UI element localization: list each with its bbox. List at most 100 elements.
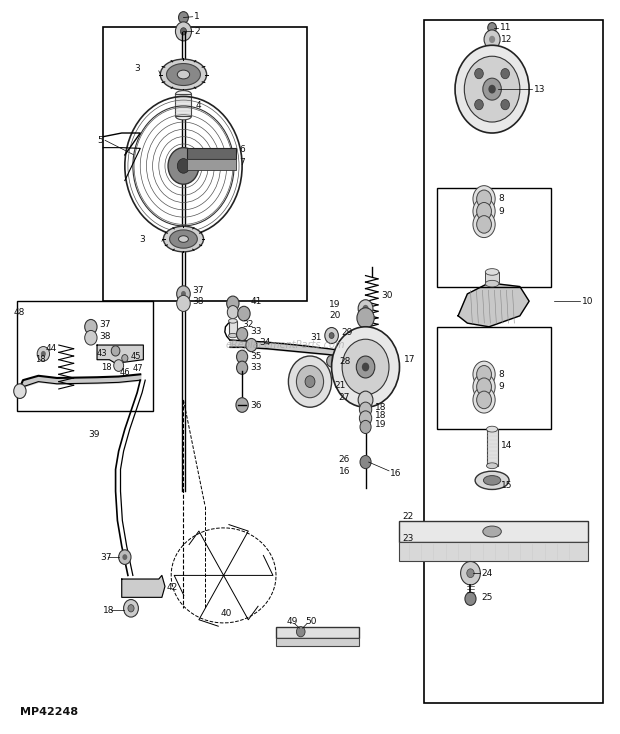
Circle shape (501, 100, 510, 110)
Ellipse shape (229, 333, 237, 338)
Text: 49: 49 (286, 617, 298, 626)
Ellipse shape (487, 463, 498, 468)
Text: 38: 38 (193, 297, 204, 305)
Text: 28: 28 (340, 357, 351, 366)
Text: 5: 5 (97, 136, 103, 145)
Bar (424, 20, 603, 703)
Text: 22: 22 (402, 512, 413, 521)
Circle shape (14, 384, 26, 399)
Circle shape (360, 411, 372, 426)
Bar (399, 520, 588, 542)
Circle shape (484, 30, 500, 49)
Circle shape (501, 68, 510, 79)
Text: 37: 37 (99, 320, 110, 329)
Text: 18: 18 (104, 606, 115, 615)
Text: 48: 48 (14, 308, 25, 316)
Text: 18: 18 (375, 412, 386, 421)
Circle shape (473, 211, 495, 238)
Circle shape (246, 338, 257, 352)
Circle shape (477, 203, 492, 220)
Circle shape (113, 360, 123, 371)
Text: 13: 13 (534, 84, 546, 94)
Circle shape (473, 186, 495, 212)
Circle shape (477, 190, 492, 208)
Bar (436, 188, 551, 286)
Text: 37: 37 (193, 286, 204, 295)
Circle shape (41, 351, 46, 357)
Circle shape (455, 46, 529, 133)
Circle shape (329, 333, 334, 338)
Circle shape (358, 391, 373, 409)
Polygon shape (122, 575, 165, 597)
Circle shape (363, 305, 369, 312)
Circle shape (356, 356, 375, 378)
Circle shape (362, 363, 370, 371)
Circle shape (473, 198, 495, 225)
Text: 23: 23 (402, 534, 414, 543)
Text: 21: 21 (335, 381, 346, 390)
Circle shape (332, 327, 399, 407)
Text: 19: 19 (329, 300, 341, 309)
Bar (276, 627, 360, 638)
Circle shape (237, 361, 247, 374)
Text: 9: 9 (499, 207, 505, 216)
Text: 9: 9 (499, 382, 505, 391)
Ellipse shape (487, 426, 498, 432)
Ellipse shape (483, 526, 502, 537)
Bar (229, 321, 237, 335)
Circle shape (483, 78, 502, 100)
Text: 3: 3 (139, 235, 144, 244)
Circle shape (473, 387, 495, 413)
Text: 33: 33 (250, 363, 262, 372)
Text: 26: 26 (339, 455, 350, 465)
Circle shape (122, 355, 128, 362)
Bar (187, 148, 236, 159)
Text: 10: 10 (582, 297, 593, 305)
Text: 42: 42 (167, 584, 178, 592)
Ellipse shape (167, 64, 200, 85)
Circle shape (123, 600, 138, 617)
Circle shape (360, 421, 371, 434)
Circle shape (179, 12, 188, 23)
Bar (276, 638, 360, 647)
Text: 3: 3 (135, 64, 140, 73)
Text: 20: 20 (329, 311, 341, 320)
Ellipse shape (170, 230, 197, 248)
Text: 32: 32 (242, 320, 254, 329)
Circle shape (473, 374, 495, 400)
Circle shape (288, 356, 332, 407)
Circle shape (325, 327, 339, 344)
Circle shape (85, 319, 97, 334)
Circle shape (475, 68, 484, 79)
Text: 24: 24 (482, 569, 493, 578)
Text: 38: 38 (99, 332, 110, 341)
Text: 2: 2 (194, 27, 200, 36)
Circle shape (180, 28, 187, 35)
Ellipse shape (485, 280, 499, 287)
Bar (175, 94, 192, 116)
Circle shape (85, 330, 97, 345)
Text: 17: 17 (404, 355, 416, 364)
Text: 18: 18 (100, 363, 111, 372)
Text: 39: 39 (88, 430, 99, 439)
Circle shape (464, 57, 520, 122)
Bar (436, 327, 551, 429)
Ellipse shape (164, 226, 203, 252)
Circle shape (357, 308, 374, 328)
Bar (104, 27, 307, 301)
Circle shape (237, 327, 247, 341)
Text: 45: 45 (131, 352, 141, 361)
Ellipse shape (175, 90, 192, 98)
Circle shape (237, 350, 247, 363)
Circle shape (358, 299, 373, 317)
Circle shape (360, 402, 372, 417)
Text: 1: 1 (194, 12, 200, 21)
Circle shape (296, 366, 324, 398)
Circle shape (227, 296, 239, 310)
Circle shape (473, 361, 495, 388)
Polygon shape (97, 345, 143, 363)
Text: 16: 16 (390, 468, 402, 478)
Text: 25: 25 (482, 593, 493, 602)
Circle shape (305, 376, 315, 388)
Ellipse shape (484, 476, 501, 485)
